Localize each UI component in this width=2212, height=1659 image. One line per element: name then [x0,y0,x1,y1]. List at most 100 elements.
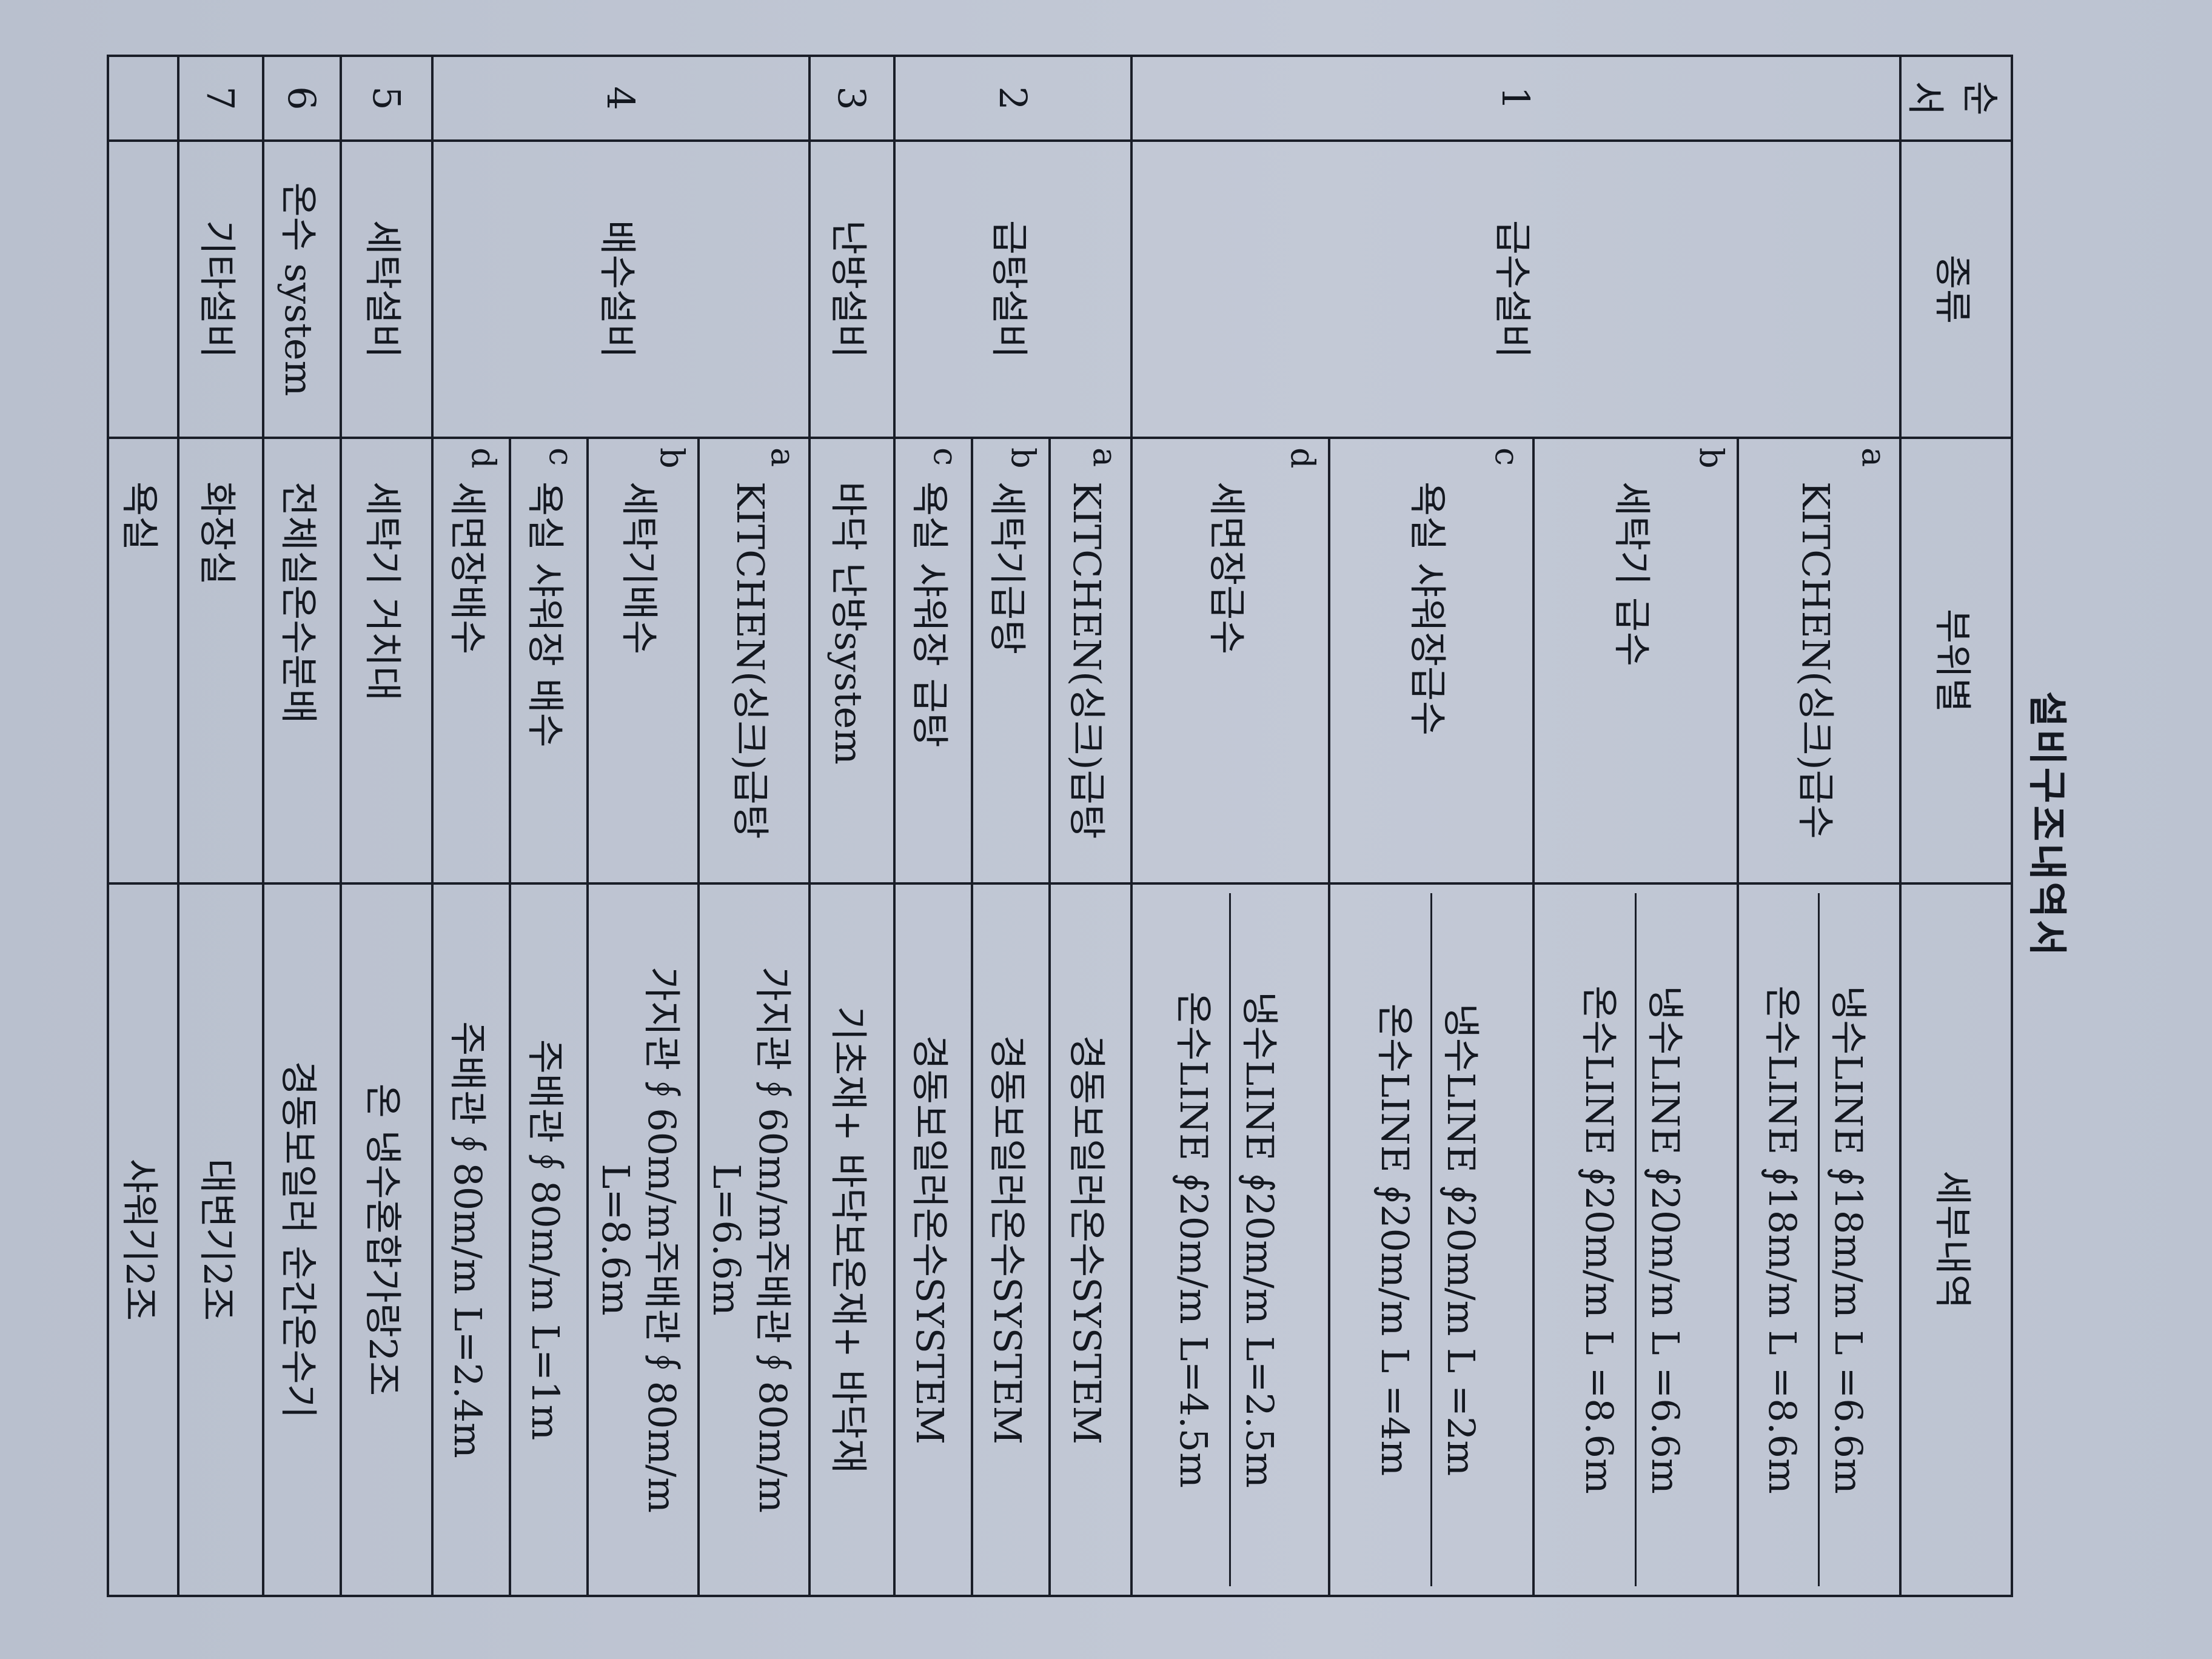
header-no: 순서 [1900,56,2012,141]
details-cell: 냉수LINE ∮20m/m L=2.5m 온수LINE ∮20m/m L=4.5m [1131,883,1329,1596]
row-number: 6 [263,56,341,141]
row-number: 7 [178,56,263,141]
detail-line: 온수LINE ∮20m/m L =4m [1366,893,1432,1586]
part-cell: d 세면장급수 [1131,438,1329,883]
detail-line: 경동보일러온수SYSTEM [908,1034,952,1445]
detail-line: 주배관∮80m/m L=2.4m [446,1021,490,1458]
part-cell: a KITCHEN(싱크)급탕 [1050,438,1131,883]
part-letter: c [927,447,965,466]
row-category [108,141,178,438]
part-letter: b [1004,447,1042,469]
details-cell: 대변기2조 [178,883,263,1596]
detail-line: 냉수LINE ∮18m/m L =6.6m [1826,985,1871,1494]
details-cell: 가지관∮60m/m주배관∮80m/m L=6.6m [699,883,809,1596]
part-cell: a KITCHEN(싱크)급탕 [699,438,809,883]
details-cell: 주배관∮80m/m L=1m [510,883,588,1596]
details-cell: 냉수LINE ∮20m/m L =6.6m 온수LINE ∮20m/m L =8.… [1533,883,1738,1596]
part-label: 욕실 샤워장 급탕 [908,481,952,748]
part-label: 세면장급수 [1205,481,1249,655]
table-row: 4 배수설비 a KITCHEN(싱크)급탕 가지관∮60m/m주배관∮80m/m L=… [432,56,809,1596]
part-label: 화장실 [195,481,240,586]
row-category: 온수 system [263,141,341,438]
part-label: 욕실 [118,481,162,551]
part-cell: b 세탁기급탕 [972,438,1050,883]
header-details: 세부내역 [1900,883,2012,1596]
part-label: KITCHEN(싱크)급수 [1794,481,1838,839]
part-cell: 바닥 난방system [809,438,894,883]
row-category: 급탕설비 [894,141,1131,438]
row-number: 5 [341,56,432,141]
part-label: KITCHEN(싱크)급탕 [728,481,773,839]
part-cell: 세탁기 거치대 [341,438,432,883]
detail-line: 경동보일러온수SYSTEM [1065,1034,1110,1445]
part-cell: d 세면장배수 [432,438,510,883]
detail-line: 기초재+ 바닥보온재+ 바닥재 [826,1006,871,1473]
header-category: 종류 [1900,141,2012,438]
detail-line: 샤워기2조 [118,1158,162,1321]
detail-line: 냉수LINE ∮20m/m L =6.6m [1643,985,1687,1494]
table-row: 6 온수 system 전체실온수분배 경동보일러 순간온수기 [263,56,341,1596]
detail-line: 냉수LINE ∮20m/m L =2m [1439,1003,1483,1476]
row-category: 기타설비 [178,141,263,438]
part-letter: d [464,447,503,469]
detail-line: 온수LINE ∮20m/m L =8.6m [1570,893,1637,1586]
detail-line: 가지관∮60m/m주배관∮80m/m L=6.6m [705,967,795,1513]
detail-line: 온 냉수혼합가랑2조 [361,1083,406,1396]
details-cell: 냉수LINE ∮18m/m L =6.6m 온수LINE ∮18m/m L =8.… [1738,883,1900,1596]
part-letter: b [1692,447,1731,469]
details-cell: 주배관∮80m/m L=2.4m [432,883,510,1596]
row-category: 난방설비 [809,141,894,438]
part-letter: b [653,447,691,469]
header-row: 순서 종류 부위별 세부내역 [1900,56,2012,1596]
detail-line: 가지관∮60m/m주배관∮80m/m L=8.6m [594,967,684,1513]
part-label: 세면장배수 [446,481,490,655]
part-cell: c 욕실 샤워장급수 [1329,438,1533,883]
part-label: KITCHEN(싱크)급탕 [1065,481,1110,839]
details-cell: 경동보일러온수SYSTEM [972,883,1050,1596]
row-number: 2 [894,56,1131,141]
part-letter: a [764,447,802,468]
detail-line: 경동보일러온수SYSTEM [985,1034,1030,1445]
part-label: 세탁기급탕 [985,481,1030,655]
part-cell: c 욕실 샤워장 배수 [510,438,588,883]
part-label: 바닥 난방system [826,481,871,765]
detail-line: 냉수LINE ∮20m/m L=2.5m [1238,991,1282,1488]
detail-line: 대변기2조 [195,1158,240,1321]
part-label: 욕실 샤워장급수 [1406,481,1450,736]
row-number [108,56,178,141]
part-label: 세탁기 급수 [1610,481,1655,666]
part-letter: c [1488,447,1526,466]
part-label: 세탁기 거치대 [361,481,406,701]
row-category: 세탁설비 [341,141,432,438]
row-category: 급수설비 [1131,141,1900,438]
part-cell: b 세탁기 급수 [1533,438,1738,883]
part-label: 세탁기배수 [617,481,662,655]
detail-line: 온수LINE ∮20m/m L=4.5m [1165,893,1232,1586]
document-title: 설비구조내역서 [2024,691,2070,959]
part-letter: d [1284,447,1322,469]
part-letter: c [542,447,580,466]
details-cell: 온 냉수혼합가랑2조 [341,883,432,1596]
details-cell: 샤워기2조 [108,883,178,1596]
details-cell: 기초재+ 바닥보온재+ 바닥재 [809,883,894,1596]
row-number: 1 [1131,56,1900,141]
details-cell: 냉수LINE ∮20m/m L =2m 온수LINE ∮20m/m L =4m [1329,883,1533,1596]
row-number: 3 [809,56,894,141]
part-cell: a KITCHEN(싱크)급수 [1738,438,1900,883]
part-cell: c 욕실 샤워장 급탕 [894,438,972,883]
details-cell: 경동보일러온수SYSTEM [894,883,972,1596]
part-letter: a [1855,447,1893,468]
row-number: 4 [432,56,809,141]
details-cell: 경동보일러 순간온수기 [263,883,341,1596]
part-cell: 전체실온수분배 [263,438,341,883]
part-cell: b 세탁기배수 [588,438,699,883]
